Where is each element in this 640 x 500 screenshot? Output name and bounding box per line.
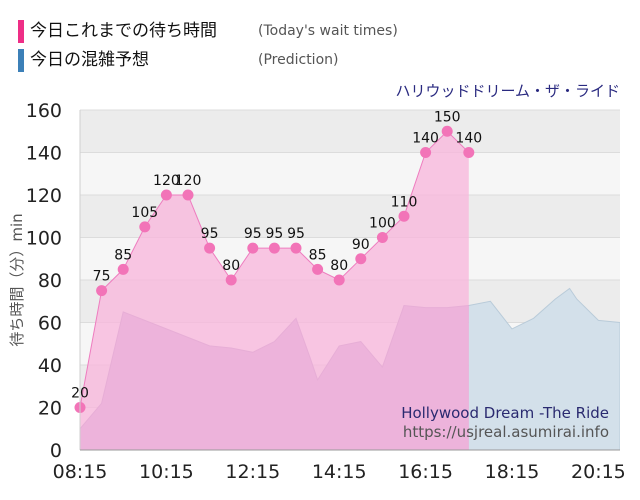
y-tick-label: 120 <box>26 185 62 207</box>
data-point <box>312 263 324 275</box>
data-label: 95 <box>265 226 283 242</box>
data-point <box>376 232 388 243</box>
x-tick-label: 14:15 <box>312 461 367 483</box>
y-tick-label: 20 <box>38 398 62 420</box>
data-label: 150 <box>434 109 461 125</box>
data-label: 105 <box>131 205 158 221</box>
today-legend-sub: (Today's wait times) <box>258 23 398 39</box>
data-point <box>182 189 194 201</box>
data-label: 110 <box>391 194 418 210</box>
data-point <box>441 125 453 137</box>
data-point <box>355 253 367 265</box>
data-point <box>268 242 280 254</box>
x-tick-label: 10:15 <box>139 461 194 483</box>
y-tick-label: 80 <box>38 270 62 292</box>
data-point <box>204 242 216 254</box>
x-tick-label: 16:15 <box>398 461 453 483</box>
prediction-area-future <box>468 287 620 450</box>
today-area-fill <box>80 131 469 451</box>
attraction-title-en: Hollywood Dream -The Ride <box>401 404 609 422</box>
data-point <box>398 210 410 222</box>
plot-band <box>80 110 620 153</box>
data-label: 85 <box>309 247 327 263</box>
data-point <box>290 242 302 254</box>
data-label: 75 <box>93 269 111 285</box>
x-tick-label: 18:15 <box>485 461 540 483</box>
x-tick-label: 20:15 <box>571 461 626 483</box>
y-tick-label: 40 <box>38 355 62 377</box>
data-label: 95 <box>287 226 305 242</box>
today-swatch <box>18 20 24 43</box>
x-tick-label: 08:15 <box>53 461 108 483</box>
y-tick-label: 0 <box>50 440 62 462</box>
source-url: https://usjreal.asumirai.info <box>403 423 609 441</box>
prediction-legend-sub: (Prediction) <box>258 52 339 68</box>
data-label: 140 <box>455 131 482 147</box>
plot-band <box>80 152 620 195</box>
prediction-legend-label: 今日の混雑予想 <box>30 50 149 70</box>
data-label: 120 <box>153 173 180 189</box>
data-label: 95 <box>244 226 262 242</box>
data-label: 80 <box>222 258 240 274</box>
prediction-swatch <box>18 49 24 72</box>
data-point <box>247 242 259 254</box>
x-tick-label: 12:15 <box>225 461 280 483</box>
data-label: 85 <box>114 247 132 263</box>
attraction-title-jp: ハリウッドドリーム・ザ・ライド <box>395 82 620 100</box>
y-tick-label: 60 <box>38 313 62 335</box>
data-point <box>225 274 237 286</box>
y-axis-label: 待ち時間（分）min <box>8 213 26 346</box>
data-point <box>420 147 432 158</box>
data-label: 120 <box>175 173 202 189</box>
data-label: 90 <box>352 237 370 253</box>
data-label: 80 <box>330 258 348 274</box>
data-point <box>463 147 475 158</box>
data-point <box>117 263 129 275</box>
data-point <box>139 221 151 233</box>
data-point <box>333 274 345 286</box>
data-label: 140 <box>412 131 439 147</box>
y-tick-label: 140 <box>26 143 62 165</box>
y-tick-label: 160 <box>26 100 62 122</box>
data-label: 100 <box>369 216 396 232</box>
data-label: 95 <box>201 226 219 242</box>
data-point <box>96 285 108 297</box>
y-tick-label: 100 <box>26 228 62 250</box>
today-legend-label: 今日これまでの待ち時間 <box>30 21 217 41</box>
data-point <box>160 189 172 201</box>
